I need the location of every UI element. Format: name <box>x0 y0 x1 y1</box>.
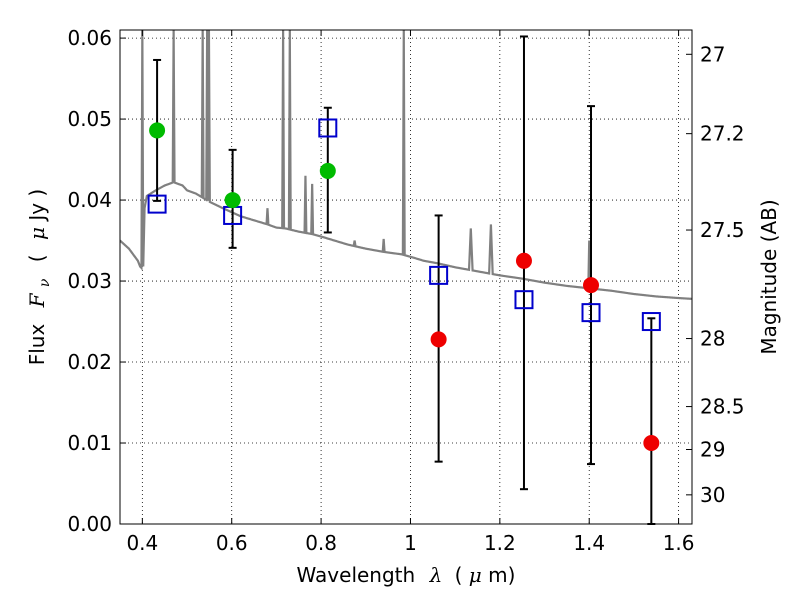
y-axis-label-prefix: Flux <box>25 324 49 366</box>
observed-point-nir <box>430 331 447 348</box>
x-tick-label: 1 <box>404 531 417 555</box>
model-point <box>318 118 338 138</box>
x-tick-label: 0.6 <box>216 531 248 555</box>
plot-frame <box>119 29 693 525</box>
y-axis-label: Flux F ν ( μ Jy ) <box>25 189 54 366</box>
x-axis-label-prefix: Wavelength <box>297 563 416 587</box>
y-tick-label: 0.06 <box>67 26 112 50</box>
x-tick-label: 0.8 <box>305 531 337 555</box>
observed-point-optical <box>149 122 166 139</box>
secondary-y-axis-label: Magnitude (AB) <box>757 199 781 354</box>
x-axis-label-unit-mu: μ <box>469 563 482 587</box>
y-tick-label: 0.01 <box>67 431 112 455</box>
x-axis-label-unit-rest: m) <box>488 563 515 587</box>
y-tick-label: 0.03 <box>67 269 112 293</box>
x-tick-label: 1.2 <box>484 531 516 555</box>
y2-tick-label: 27.5 <box>700 218 745 242</box>
observed-point-optical <box>224 192 241 209</box>
y-tick-label: 0.04 <box>67 188 112 212</box>
observed-point-optical <box>319 162 336 179</box>
y2-tick-label: 27 <box>700 42 725 66</box>
x-tick-label: 0.4 <box>126 531 158 555</box>
y-axis-label-unit-rest: Jy ) <box>25 189 49 223</box>
x-axis-label-symbol: λ <box>429 563 443 587</box>
x-tick-label: 1.4 <box>573 531 605 555</box>
y-axis-label-symbol: F <box>25 292 49 308</box>
x-tick-label: 1.6 <box>663 531 695 555</box>
y2-tick-label: 27.2 <box>700 122 745 146</box>
y-tick-label: 0.00 <box>67 512 112 536</box>
model-point <box>147 194 167 214</box>
observed-point-nir <box>515 252 532 269</box>
y-tick-label: 0.05 <box>67 107 112 131</box>
y2-tick-label: 30 <box>700 483 725 507</box>
observed-point-nir <box>643 435 660 452</box>
y-axis-label-unit-open: ( <box>25 254 49 262</box>
y-axis-label-subscript: ν <box>37 278 53 287</box>
y2-tick-label: 29 <box>700 437 725 461</box>
observed-point-nir <box>583 277 600 294</box>
model-point <box>641 312 661 332</box>
x-axis-label-unit-open: ( <box>455 563 463 587</box>
model-point <box>514 290 534 310</box>
data-points <box>147 118 661 452</box>
model-point <box>429 265 449 285</box>
y-tick-label: 0.02 <box>67 350 112 374</box>
x-axis-label: Wavelength λ ( μ m) <box>297 563 516 587</box>
y2-tick-label: 28.5 <box>700 395 745 419</box>
axis-ticks: 0.4 0.6 0.8 1 1.2 1.4 1.6 0.00 0.01 0.02 0.03 0.04 0… <box>67 26 744 555</box>
y2-tick-label: 28 <box>700 327 725 351</box>
model-point <box>581 303 601 323</box>
y-axis-label-unit-mu: μ <box>25 227 49 240</box>
